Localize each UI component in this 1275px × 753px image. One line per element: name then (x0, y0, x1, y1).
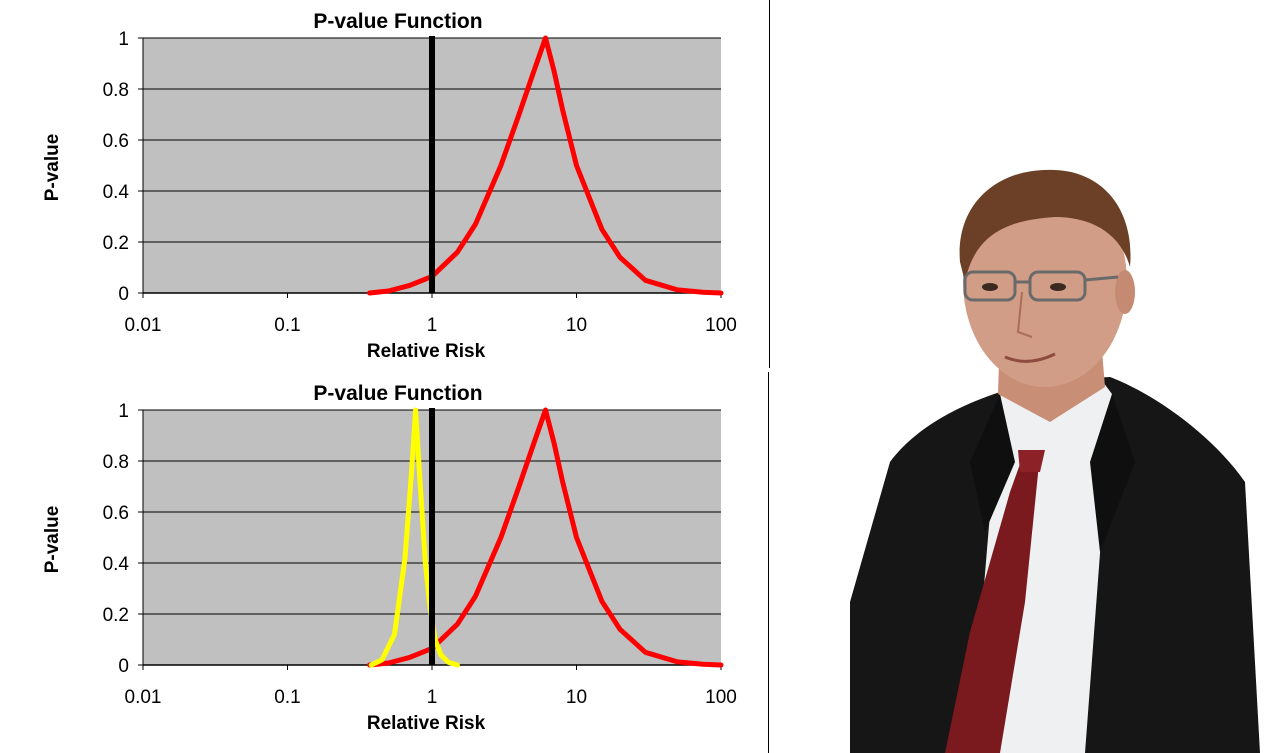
x-tick-label: 1 (427, 315, 438, 336)
p-value-chart-top: 0 0.2 0.4 0.6 0.8 1 0.01 0.1 1 10 100 P-value Funct… (0, 0, 770, 372)
series-line-1 (368, 407, 460, 668)
divider-line-upper (769, 0, 770, 368)
y-tick-label: 0.2 (103, 233, 129, 254)
y-tick-label: 1 (118, 401, 129, 422)
y-tick-label: 0.8 (103, 452, 129, 473)
x-axis-label: Relative Risk (367, 341, 486, 362)
y-axis-label: P-value (42, 506, 63, 574)
y-tick-label: 0.4 (103, 554, 130, 575)
x-tick-label: 0.01 (125, 315, 162, 336)
y-tick-label: 0 (118, 284, 129, 305)
y-tick-label: 0 (118, 656, 129, 677)
x-tick-label: 10 (566, 315, 587, 336)
y-tick-label: 0.6 (103, 131, 129, 152)
y-tick-label: 1 (118, 29, 129, 50)
divider-line-lower (768, 372, 769, 753)
y-axis-label: P-value (42, 134, 63, 202)
portrait-photo (850, 132, 1265, 753)
y-tick-label: 0.4 (103, 182, 130, 203)
y-tick-label: 0.8 (103, 80, 129, 101)
chart-svg: 0 0.2 0.4 0.6 0.8 1 0.01 0.1 1 10 100 P-value Funct… (42, 382, 737, 734)
chart-title: P-value Function (313, 382, 482, 405)
portrait-illustration (850, 169, 1260, 753)
x-axis-label: Relative Risk (367, 713, 486, 734)
x-tick-label: 1 (427, 687, 438, 708)
x-tick-label: 10 (566, 687, 587, 708)
y-tick-label: 0.2 (103, 605, 129, 626)
x-tick-label: 100 (705, 687, 737, 708)
x-tick-label: 0.1 (274, 687, 300, 708)
x-tick-label: 0.1 (274, 315, 300, 336)
x-tick-label: 0.01 (125, 687, 162, 708)
x-tick-label: 100 (705, 315, 737, 336)
chart-title: P-value Function (313, 10, 482, 33)
y-tick-label: 0.6 (103, 503, 129, 524)
chart-svg: 0 0.2 0.4 0.6 0.8 1 0.01 0.1 1 10 100 P-value Funct… (42, 10, 737, 362)
p-value-chart-bottom: 0 0.2 0.4 0.6 0.8 1 0.01 0.1 1 10 100 P-value Funct… (0, 372, 770, 744)
